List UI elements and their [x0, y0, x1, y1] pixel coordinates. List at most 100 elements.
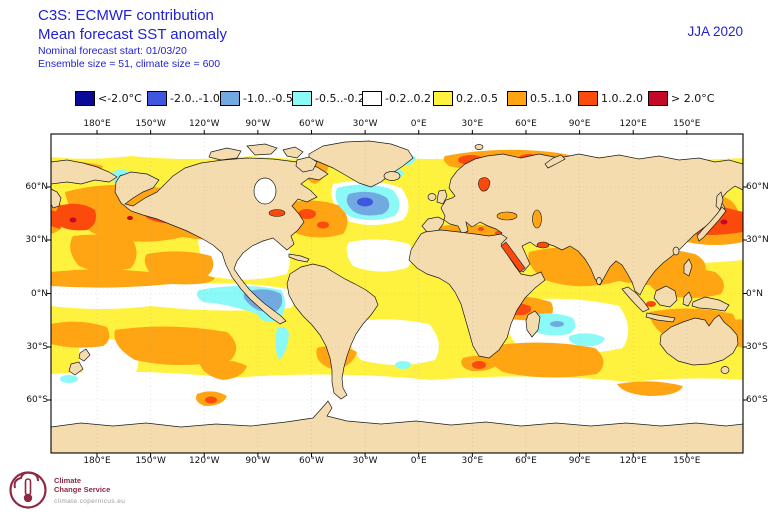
legend-label: 1.0..2.0: [601, 91, 643, 105]
logo-url-text: climate.copernicus.eu: [54, 498, 126, 505]
south-america: [286, 263, 379, 400]
japan: [696, 206, 727, 242]
australia: [659, 314, 739, 366]
lon-label-bottom-1: 150°W: [135, 456, 166, 466]
red-sea: [500, 241, 526, 273]
scandinavian-islands: [544, 154, 566, 169]
lon-label-bottom-11: 150°E: [673, 456, 701, 466]
lat-label-left-3: 30°S: [26, 342, 48, 352]
header-line-4: Ensemble size = 51, climate size = 600: [38, 58, 221, 70]
svalbard: [474, 144, 484, 150]
madagascar: [525, 310, 541, 338]
cuba: [288, 253, 310, 263]
lon-label-top-7: 30°E: [461, 119, 484, 129]
lat-label-right-3: 30°S: [746, 342, 768, 352]
taiwan: [672, 246, 680, 256]
legend-item-3: -0.5..-0.2: [292, 90, 365, 106]
legend-item-8: > 2.0°C: [648, 90, 714, 106]
lon-label-top-9: 90°E: [568, 119, 591, 129]
logo-brand-text: Climate Change Service: [54, 476, 111, 494]
lon-label-top-0: 180°E: [83, 119, 111, 129]
climate-change-service-icon: [9, 471, 47, 509]
great-lakes: [268, 209, 286, 217]
legend-swatch: [362, 90, 382, 106]
arctic-islands-3: [282, 146, 304, 159]
legend-item-0: <-2.0°C: [75, 90, 142, 106]
legend-swatch: [578, 90, 598, 106]
legend-label: <-2.0°C: [98, 91, 142, 105]
legend-swatch: [147, 90, 167, 106]
tasmania: [720, 366, 730, 374]
new-zealand-south: [68, 361, 84, 376]
lon-label-bottom-7: 30°E: [461, 456, 484, 466]
lat-label-right-2: 0°N: [746, 288, 763, 299]
hudson-bay: [253, 177, 277, 205]
lon-label-bottom-8: 60°E: [515, 456, 537, 466]
lat-label-left-1: 30°N: [25, 235, 48, 245]
java: [645, 312, 676, 323]
lat-label-left-0: 60°N: [25, 182, 48, 192]
borneo: [653, 285, 678, 308]
map-canvas: [47, 130, 747, 457]
lon-label-top-6: 0°E: [410, 119, 427, 129]
lon-label-top-1: 150°W: [135, 119, 166, 129]
lon-label-top-10: 120°E: [619, 119, 647, 129]
philippines: [683, 258, 693, 277]
legend-item-4: -0.2..0.2: [362, 90, 431, 106]
legend-label: -0.5..-0.2: [315, 91, 365, 105]
copernicus-logo: Climate Change Service climate.copernicu…: [8, 468, 218, 514]
lon-label-bottom-10: 120°E: [619, 456, 647, 466]
color-legend: <-2.0°C -2.0..-1.0 -1.0..-0.5 -0.5..-0.2 -0.…: [0, 90, 772, 108]
north-america: [114, 157, 329, 325]
sumatra: [621, 286, 650, 313]
legend-item-1: -2.0..-1.0: [147, 90, 220, 106]
chukotka: [50, 159, 118, 185]
legend-label: -0.2..0.2: [385, 91, 431, 105]
graticule: [51, 134, 743, 453]
legend-label: 0.2..0.5: [456, 91, 498, 105]
new-zealand-north: [78, 348, 91, 362]
season-label: JJA 2020: [687, 24, 743, 39]
legend-label: -2.0..-1.0: [170, 91, 220, 105]
legend-swatch: [75, 90, 95, 106]
lat-label-left-4: 60°S: [26, 395, 48, 405]
lon-label-bottom-6: 0°E: [410, 456, 427, 466]
axis-ticks: [47, 130, 747, 457]
persian-gulf: [536, 241, 550, 249]
lon-label-bottom-9: 90°E: [568, 456, 591, 466]
caspian-sea: [532, 209, 542, 229]
legend-item-6: 0.5..1.0: [507, 90, 572, 106]
legend-swatch: [292, 90, 312, 106]
world-sst-anomaly-map: [43, 126, 751, 461]
lon-label-bottom-5: 30°W: [352, 456, 378, 466]
legend-item-7: 1.0..2.0: [578, 90, 643, 106]
lon-label-bottom-2: 120°W: [188, 456, 220, 466]
iceland: [383, 171, 401, 181]
arctic-islands-1: [208, 147, 242, 161]
lon-label-top-11: 150°E: [673, 119, 701, 129]
lat-label-right-0: 60°N: [746, 182, 769, 192]
lon-label-top-3: 90°W: [245, 119, 271, 129]
britain: [436, 189, 448, 205]
antarctica: [50, 400, 744, 454]
sulawesi: [682, 291, 693, 307]
lon-label-top-5: 30°W: [352, 119, 378, 129]
legend-item-5: 0.2..0.5: [433, 90, 498, 106]
sri-lanka: [596, 277, 602, 285]
sakhalin: [715, 191, 724, 211]
lon-label-bottom-0: 180°E: [83, 456, 111, 466]
legend-item-2: -1.0..-0.5: [220, 90, 293, 106]
legend-label: > 2.0°C: [671, 91, 715, 105]
lon-label-bottom-4: 60°W: [299, 456, 324, 466]
legend-swatch: [433, 90, 453, 106]
africa: [408, 229, 546, 359]
legend-swatch: [507, 90, 527, 106]
lat-label-right-4: 60°S: [746, 395, 768, 405]
lon-label-bottom-3: 90°W: [245, 456, 271, 466]
arctic-islands-2: [246, 143, 278, 156]
header-line-2: Mean forecast SST anomaly: [38, 26, 227, 43]
legend-label: -1.0..-0.5: [243, 91, 293, 105]
lon-label-top-8: 60°E: [515, 119, 537, 129]
legend-swatch: [648, 90, 668, 106]
